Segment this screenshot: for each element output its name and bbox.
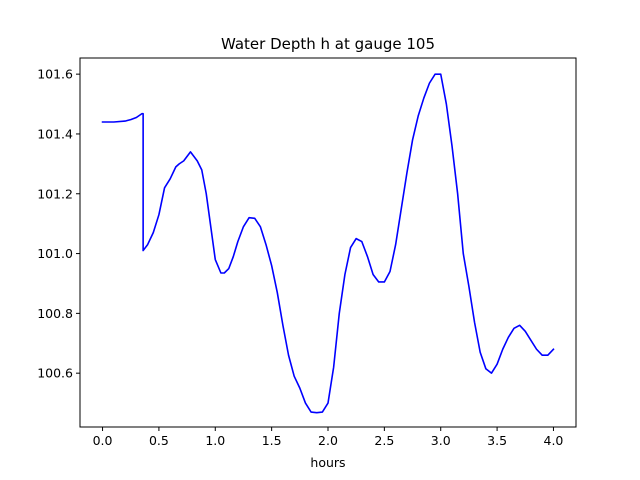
x-tick-label: 0.5 bbox=[149, 433, 169, 448]
y-tick-label: 101.6 bbox=[37, 67, 73, 82]
plot-area: 0.0 0.5 1.0 1.5 2.0 2.5 3.0 3.5 4.0 100.6 100.8 101… bbox=[37, 57, 577, 448]
x-tick-label: 1.0 bbox=[205, 433, 225, 448]
axes-frame bbox=[79, 57, 577, 428]
y-tick-label: 101.0 bbox=[37, 246, 73, 261]
x-tick-label: 2.0 bbox=[318, 433, 338, 448]
y-tick-label: 100.8 bbox=[37, 306, 73, 321]
x-tick-label: 0.0 bbox=[93, 433, 113, 448]
y-tick-label: 101.2 bbox=[37, 186, 73, 201]
x-axis-title: hours bbox=[310, 455, 345, 470]
chart-title: Water Depth h at gauge 105 bbox=[221, 35, 435, 53]
x-tick-label: 3.5 bbox=[487, 433, 507, 448]
x-tick-label: 4.0 bbox=[544, 433, 564, 448]
y-tick-label: 101.4 bbox=[37, 126, 73, 141]
y-tick-label: 100.6 bbox=[37, 366, 73, 381]
data-line-series-0 bbox=[101, 73, 555, 414]
x-tick-label: 2.5 bbox=[374, 433, 394, 448]
x-tick-label: 3.0 bbox=[431, 433, 451, 448]
x-tick-label: 1.5 bbox=[262, 433, 282, 448]
